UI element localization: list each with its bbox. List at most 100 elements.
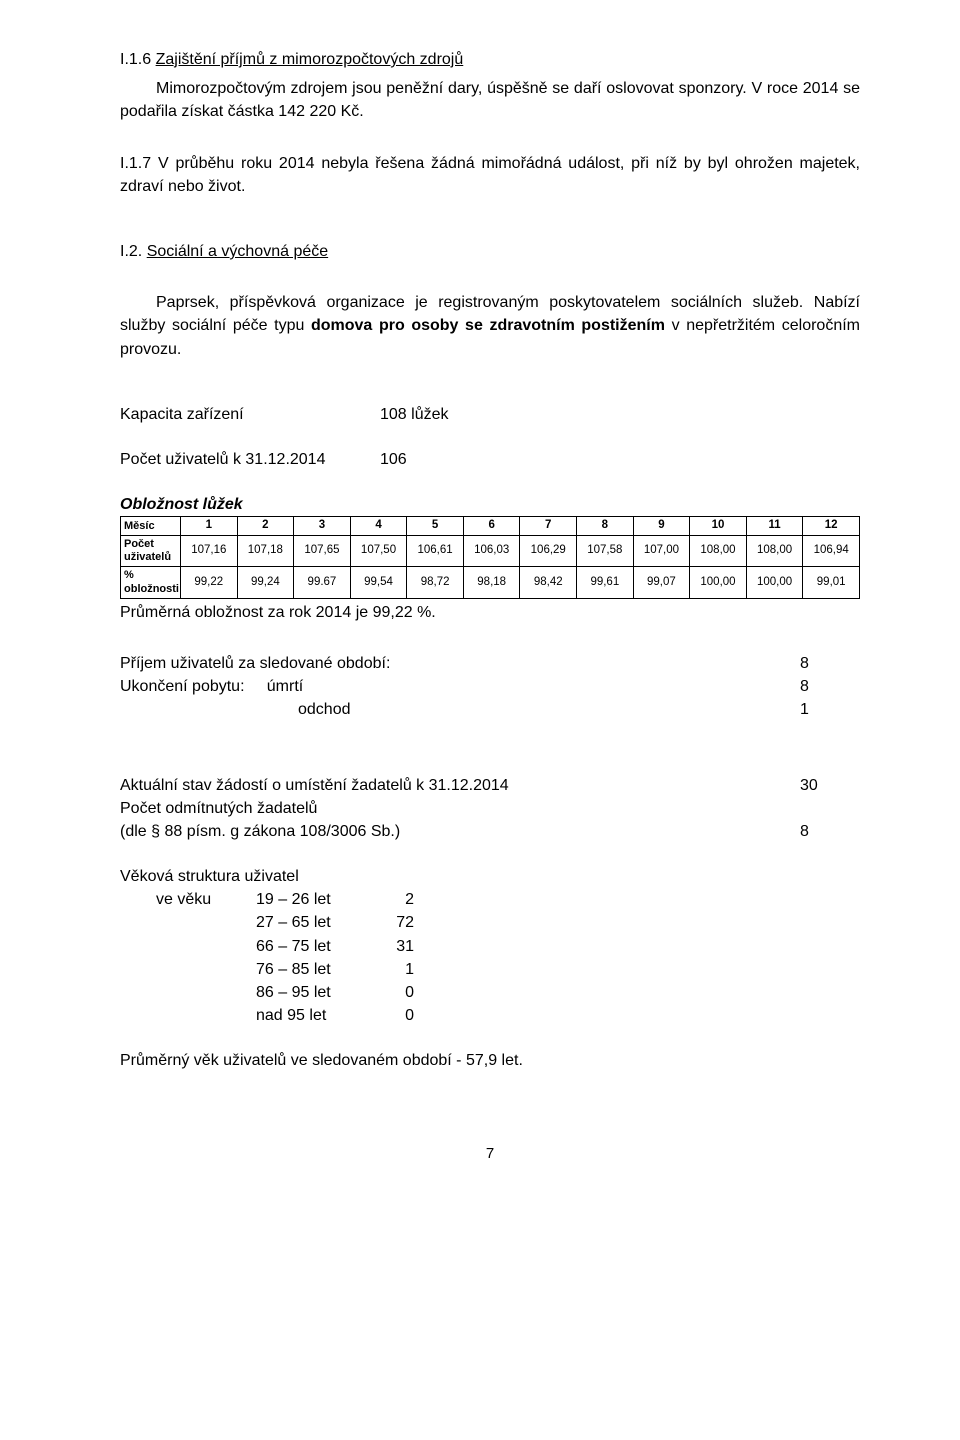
row-pct-label: % obložnosti (121, 567, 181, 598)
section-1-7-num: I.1.7 (120, 155, 151, 172)
age-range: 19 – 26 let (256, 888, 386, 911)
avg-age: Průměrný věk uživatelů ve sledovaném obd… (120, 1049, 860, 1072)
cell: 107,18 (237, 536, 294, 567)
age-heading: Věková struktura uživatel (120, 865, 860, 888)
section-2-bold-phrase: domova pro osoby se zdravotním postižení… (311, 317, 665, 334)
cell: 99.67 (294, 567, 351, 598)
age-value: 2 (386, 888, 414, 911)
requests-line-1: Aktuální stav žádostí o umístění žadatel… (120, 774, 860, 797)
age-row: 76 – 85 let 1 (156, 958, 860, 981)
page-number: 7 (120, 1143, 860, 1165)
age-value: 72 (386, 911, 414, 934)
requests-line-3-value: 8 (800, 820, 860, 843)
intake-line-3-value: 1 (800, 698, 860, 721)
age-range: nad 95 let (256, 1004, 386, 1027)
month-col: 4 (350, 517, 407, 536)
requests-line-3-label: (dle § 88 písm. g zákona 108/3006 Sb.) (120, 820, 800, 843)
intake-line-3: odchod 1 (120, 698, 860, 721)
month-col: 3 (294, 517, 351, 536)
cell: 99,22 (181, 567, 238, 598)
age-value: 31 (386, 935, 414, 958)
intake-line-2-value: 8 (800, 675, 860, 698)
intake-line-1: Příjem uživatelů za sledované období: 8 (120, 652, 860, 675)
table-header-label: Měsíc (121, 517, 181, 536)
section-2-paragraph: Paprsek, příspěvková organizace je regis… (120, 291, 860, 361)
month-col: 7 (520, 517, 577, 536)
age-row: 86 – 95 let 0 (156, 981, 860, 1004)
user-count-label: Počet uživatelů k 31.12.2014 (120, 448, 380, 471)
cell: 98,18 (463, 567, 520, 598)
age-row: 66 – 75 let 31 (156, 935, 860, 958)
age-block: ve věku 19 – 26 let 2 27 – 65 let 72 66 … (120, 888, 860, 1027)
section-1-7: I.1.7 V průběhu roku 2014 nebyla řešena … (120, 152, 860, 198)
cell: 98,42 (520, 567, 577, 598)
age-range: 27 – 65 let (256, 911, 386, 934)
intake-line-2b: úmrtí (267, 678, 303, 695)
section-1-6-body: Mimorozpočtovým zdrojem jsou peněžní dar… (120, 77, 860, 123)
month-col: 9 (633, 517, 690, 536)
table-row-users: Počet uživatelů 107,16 107,18 107,65 107… (121, 536, 860, 567)
cell: 106,61 (407, 536, 464, 567)
cell: 99,54 (350, 567, 407, 598)
intake-line-2: Ukončení pobytu: úmrtí 8 (120, 675, 860, 698)
month-col: 5 (407, 517, 464, 536)
cell: 99,01 (803, 567, 860, 598)
age-row: ve věku 19 – 26 let 2 (156, 888, 860, 911)
month-col: 1 (181, 517, 238, 536)
age-value: 0 (386, 1004, 414, 1027)
age-range: 76 – 85 let (256, 958, 386, 981)
capacity-row: Kapacita zařízení 108 lůžek (120, 403, 860, 426)
intake-line-3-label: odchod (120, 698, 800, 721)
cell: 99,24 (237, 567, 294, 598)
age-lead: ve věku (156, 888, 256, 911)
cell: 100,00 (746, 567, 803, 598)
cell: 99,07 (633, 567, 690, 598)
intake-line-2a: Ukončení pobytu: (120, 678, 245, 695)
cell: 108,00 (746, 536, 803, 567)
requests-line-3: (dle § 88 písm. g zákona 108/3006 Sb.) 8 (120, 820, 860, 843)
row-users-label: Počet uživatelů (121, 536, 181, 567)
requests-line-1-value: 30 (800, 774, 860, 797)
avg-occupancy: Průměrná obložnost za rok 2014 je 99,22 … (120, 601, 860, 624)
month-col: 2 (237, 517, 294, 536)
table-row-pct: % obložnosti 99,22 99,24 99.67 99,54 98,… (121, 567, 860, 598)
capacity-value: 108 lůžek (380, 403, 449, 426)
table-row-header: Měsíc 1 2 3 4 5 6 7 8 9 10 11 12 (121, 517, 860, 536)
occupancy-table: Měsíc 1 2 3 4 5 6 7 8 9 10 11 12 Počet u… (120, 516, 860, 599)
capacity-label: Kapacita zařízení (120, 403, 380, 426)
occupancy-subhead: Obložnost lůžek (120, 493, 860, 516)
cell: 107,16 (181, 536, 238, 567)
age-row: 27 – 65 let 72 (156, 911, 860, 934)
user-count-row: Počet uživatelů k 31.12.2014 106 (120, 448, 860, 471)
age-value: 0 (386, 981, 414, 1004)
cell: 98,72 (407, 567, 464, 598)
cell: 106,03 (463, 536, 520, 567)
cell: 99,61 (577, 567, 634, 598)
section-1-7-body: V průběhu roku 2014 nebyla řešena žádná … (120, 155, 860, 195)
section-1-6-num: I.1.6 (120, 51, 151, 68)
section-2-heading: I.2. Sociální a výchovná péče (120, 240, 860, 263)
cell: 108,00 (690, 536, 747, 567)
cell: 107,65 (294, 536, 351, 567)
month-col: 10 (690, 517, 747, 536)
cell: 107,58 (577, 536, 634, 567)
cell: 106,29 (520, 536, 577, 567)
requests-line-2: Počet odmítnutých žadatelů (120, 797, 860, 820)
month-col: 8 (577, 517, 634, 536)
cell: 106,94 (803, 536, 860, 567)
month-col: 6 (463, 517, 520, 536)
age-value: 1 (386, 958, 414, 981)
section-1-6-title: Zajištění příjmů z mimorozpočtových zdro… (156, 51, 464, 68)
age-row: nad 95 let 0 (156, 1004, 860, 1027)
cell: 107,50 (350, 536, 407, 567)
section-2-num: I.2. (120, 243, 142, 260)
month-col: 11 (746, 517, 803, 536)
cell: 100,00 (690, 567, 747, 598)
section-1-6-heading: I.1.6 Zajištění příjmů z mimorozpočtovýc… (120, 48, 860, 71)
user-count-value: 106 (380, 448, 407, 471)
age-range: 66 – 75 let (256, 935, 386, 958)
age-range: 86 – 95 let (256, 981, 386, 1004)
intake-line-1-value: 8 (800, 652, 860, 675)
section-2-title: Sociální a výchovná péče (147, 243, 328, 260)
cell: 107,00 (633, 536, 690, 567)
